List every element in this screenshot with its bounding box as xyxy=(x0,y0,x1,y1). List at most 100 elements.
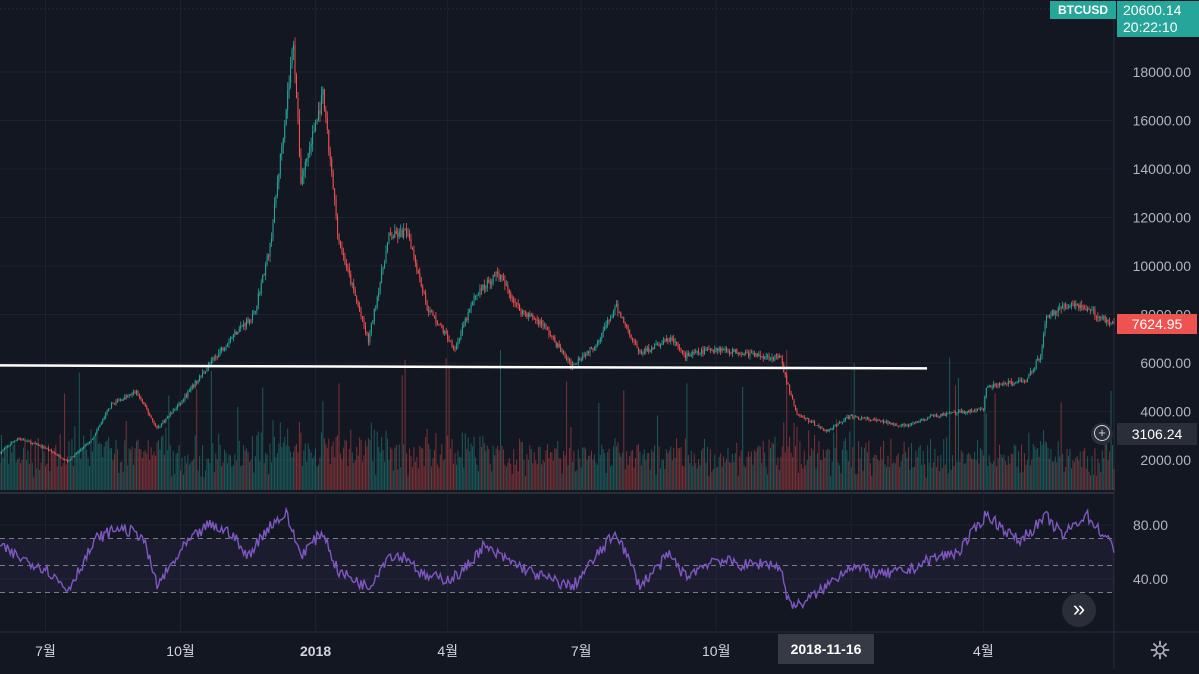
volume-bar xyxy=(915,450,917,490)
volume-bar xyxy=(466,448,468,490)
candle-body xyxy=(727,350,729,352)
candle-body xyxy=(626,324,628,327)
candle-body xyxy=(447,334,449,340)
volume-bar xyxy=(444,458,446,490)
crosshair-date-label: 2018-11-16 xyxy=(778,634,874,664)
candle-body xyxy=(339,241,342,248)
volume-bar xyxy=(39,469,41,490)
double-chevron-right-icon[interactable]: » xyxy=(1062,593,1096,627)
candle-body xyxy=(887,421,889,424)
candle-body xyxy=(457,340,459,346)
candle-body xyxy=(417,270,419,274)
volume-bar xyxy=(428,444,430,490)
volume-bar xyxy=(1031,459,1033,490)
candle-body xyxy=(736,349,738,354)
candle-body xyxy=(777,355,779,358)
candle-body xyxy=(555,342,557,347)
volume-bar xyxy=(852,446,854,490)
candle-body xyxy=(131,393,133,396)
volume-bar xyxy=(184,455,186,490)
candle-body xyxy=(89,442,91,444)
support-trend-line[interactable] xyxy=(0,364,928,370)
volume-bar xyxy=(555,449,557,490)
candle-body xyxy=(1104,316,1106,323)
candle-body xyxy=(905,425,907,427)
candle-body xyxy=(808,418,810,422)
volume-bar xyxy=(778,469,780,490)
volume-bar xyxy=(499,350,502,490)
volume-bar xyxy=(517,471,519,490)
candle-body xyxy=(75,452,77,455)
volume-bar xyxy=(1060,402,1062,490)
candle-body xyxy=(865,417,867,420)
candle-body xyxy=(880,420,882,422)
candle-body xyxy=(338,233,340,242)
candle-body xyxy=(742,353,744,356)
candle-body xyxy=(433,315,435,317)
candle-body xyxy=(1087,308,1089,311)
volume-bar xyxy=(175,453,177,490)
volume-bar xyxy=(1047,447,1049,490)
plus-circle-icon[interactable]: + xyxy=(1091,423,1113,445)
candle-body xyxy=(612,310,615,318)
volume-bar xyxy=(317,464,320,490)
candle-body xyxy=(1018,380,1020,382)
volume-bar xyxy=(25,460,27,490)
candle-body xyxy=(372,320,374,324)
candle-body xyxy=(516,302,518,304)
candle-body xyxy=(748,352,750,357)
candle-body xyxy=(455,345,457,349)
volume-bar xyxy=(950,469,952,490)
candle-body xyxy=(256,305,258,312)
candle-body xyxy=(657,343,659,345)
candle-body xyxy=(1081,305,1083,308)
volume-bar xyxy=(881,459,883,490)
candle-body xyxy=(147,409,149,414)
candle-body xyxy=(728,350,730,353)
volume-bar xyxy=(11,452,13,490)
candle-body xyxy=(288,82,290,91)
volume-bar xyxy=(544,462,546,490)
candle-body xyxy=(561,350,563,352)
volume-bar xyxy=(571,461,573,490)
support-line[interactable] xyxy=(0,364,928,370)
candle-body xyxy=(204,371,206,373)
volume-bar xyxy=(620,456,622,490)
candle-body xyxy=(659,344,661,347)
volume-bar xyxy=(987,465,989,490)
volume-bar xyxy=(971,458,973,490)
candle-body xyxy=(253,311,255,314)
volume-bar xyxy=(260,432,262,490)
volume-bar xyxy=(927,445,929,490)
candle-body xyxy=(182,399,184,401)
candle-body xyxy=(435,316,437,323)
volume-bar xyxy=(1069,448,1071,490)
candle-body xyxy=(1103,316,1105,318)
candle-body xyxy=(112,402,114,404)
candle-body xyxy=(381,270,383,283)
candle-body xyxy=(784,372,786,376)
candle-body xyxy=(646,347,648,351)
candle-body xyxy=(298,118,300,157)
volume-bar xyxy=(711,471,713,490)
candle-body xyxy=(743,353,745,355)
candle-body xyxy=(224,348,226,350)
candle-body xyxy=(1038,358,1040,360)
volume-bar xyxy=(1100,471,1102,490)
candle-body xyxy=(927,418,929,420)
candle-body xyxy=(687,352,689,357)
volume-bar xyxy=(866,452,868,490)
candle-body xyxy=(610,318,612,321)
candle-body xyxy=(442,328,444,333)
candle-body xyxy=(337,216,339,234)
candle-body xyxy=(821,426,823,429)
volume-bar xyxy=(765,466,767,490)
volume-bar xyxy=(746,456,748,490)
candle-body xyxy=(840,422,842,424)
volume-bar xyxy=(1081,466,1083,490)
volume-bar xyxy=(453,463,455,490)
gear-icon[interactable] xyxy=(1150,640,1170,660)
volume-bar xyxy=(676,438,678,490)
